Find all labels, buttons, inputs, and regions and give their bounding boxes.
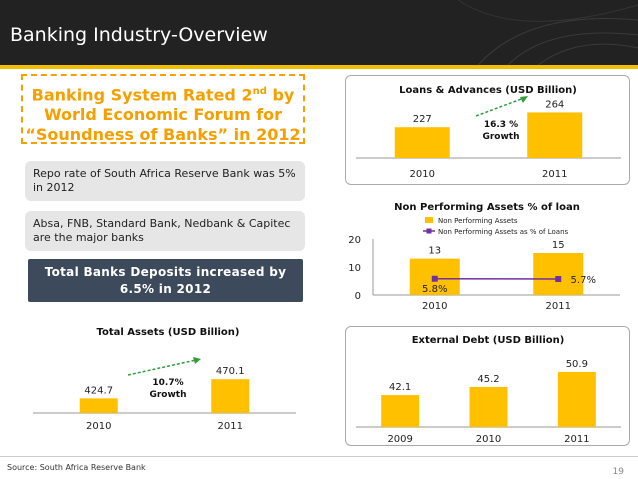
bar-2009: [381, 395, 420, 427]
assets-chart-panel: Total Assets (USD Billion) 424.7 2010 470.1…: [28, 313, 303, 438]
data-label-2010: 227: [413, 114, 432, 125]
repo-rate-note: Repo rate of South Africa Reserve Bank w…: [25, 161, 305, 201]
debt-chart: External Debt (USD Billion) 42.1 2009 45.2 2…: [356, 335, 621, 445]
y-tick-0: 0: [355, 291, 361, 302]
data-label-line-2011: 5.7%: [571, 275, 596, 286]
chart-title: Total Assets (USD Billion): [96, 327, 239, 338]
y-tick-20: 20: [348, 235, 361, 246]
x-tick-2011: 2011: [546, 301, 571, 312]
loans-chart: Loans & Advances (USD Billion) 227 2010 264…: [356, 85, 621, 180]
x-tick-2011: 2011: [218, 421, 243, 432]
bar-2010: [394, 127, 450, 158]
rated-line-1: Banking System Rated 2nd by: [31, 85, 295, 105]
assets-chart: Total Assets (USD Billion) 424.7 2010 470.1…: [33, 327, 296, 432]
header-accent-line: [0, 65, 638, 69]
bar-2010: [469, 386, 508, 427]
growth-arrow-head: [193, 357, 201, 364]
growth-annotation-label: Growth: [482, 132, 519, 142]
legend-label-line: Non Performing Assets as % of Loans: [438, 228, 569, 236]
x-tick-2010: 2010: [86, 421, 111, 432]
growth-arrow-line: [127, 359, 197, 376]
bar-2011: [211, 379, 250, 413]
data-label-bar-2011: 15: [552, 240, 565, 251]
rated-callout: Banking System Rated 2nd by World Econom…: [21, 74, 305, 144]
page-title: Banking Industry-Overview: [10, 24, 268, 46]
data-label-2011: 264: [545, 99, 564, 110]
deposits-callout: Total Banks Deposits increased by 6.5% i…: [28, 259, 303, 302]
chart-title: Non Performing Assets % of loan: [394, 202, 580, 213]
bar-2011: [533, 253, 584, 295]
bar-2011: [527, 112, 583, 158]
decorative-pattern: [457, 0, 638, 65]
data-label-2011: 470.1: [216, 366, 245, 377]
legend-marker-line: [426, 228, 432, 234]
x-tick-2009: 2009: [387, 434, 412, 445]
x-tick-2010: 2010: [410, 169, 435, 180]
loans-chart-panel: Loans & Advances (USD Billion) 227 2010 264…: [345, 75, 630, 185]
deposits-line-1: Total Banks Deposits increased by: [44, 265, 287, 279]
bar-2011: [557, 371, 596, 427]
page-number: 19: [612, 467, 624, 477]
data-label-line-2010: 5.8%: [422, 284, 447, 295]
growth-arrow-head: [520, 96, 528, 103]
data-label-2010: 45.2: [477, 374, 499, 385]
line-point-2010: [431, 275, 438, 282]
header-bar: Banking Industry-Overview: [0, 0, 638, 65]
debt-chart-panel: External Debt (USD Billion) 42.1 2009 45.2 2…: [345, 326, 630, 446]
rated-line-3: “Soundness of Banks” in 2012: [25, 125, 301, 145]
data-label-2011: 50.9: [566, 359, 588, 370]
source-note: Source: South Africa Reserve Bank: [7, 463, 146, 472]
growth-arrow-line: [475, 97, 525, 117]
x-tick-2010: 2010: [476, 434, 501, 445]
line-point-2011: [555, 276, 562, 283]
legend-label-bar: Non Performing Assets: [438, 217, 518, 225]
growth-annotation-label: Growth: [149, 390, 186, 400]
footer-divider: [0, 456, 638, 457]
growth-annotation-pct: 16.3 %: [484, 120, 518, 130]
rated-line-2: World Economic Forum for: [43, 105, 283, 125]
x-tick-2011: 2011: [564, 434, 589, 445]
y-tick-10: 10: [348, 263, 361, 274]
chart-title: External Debt (USD Billion): [412, 335, 565, 346]
growth-annotation-pct: 10.7%: [152, 378, 183, 388]
npa-chart-panel: Non Performing Assets % of loan Non Perfo…: [345, 195, 630, 318]
data-label-bar-2010: 13: [428, 246, 441, 257]
x-tick-2010: 2010: [422, 301, 447, 312]
npa-chart: Non Performing Assets % of loan Non Perfo…: [348, 202, 620, 312]
major-banks-note: Absa, FNB, Standard Bank, Nedbank & Capi…: [25, 211, 305, 251]
x-tick-2011: 2011: [542, 169, 567, 180]
bar-2010: [79, 398, 118, 413]
legend-swatch-bar: [425, 217, 433, 223]
deposits-line-2: 6.5% in 2012: [119, 282, 212, 296]
data-label-2009: 42.1: [389, 382, 411, 393]
data-label-2010: 424.7: [84, 385, 113, 396]
chart-title: Loans & Advances (USD Billion): [399, 85, 577, 96]
